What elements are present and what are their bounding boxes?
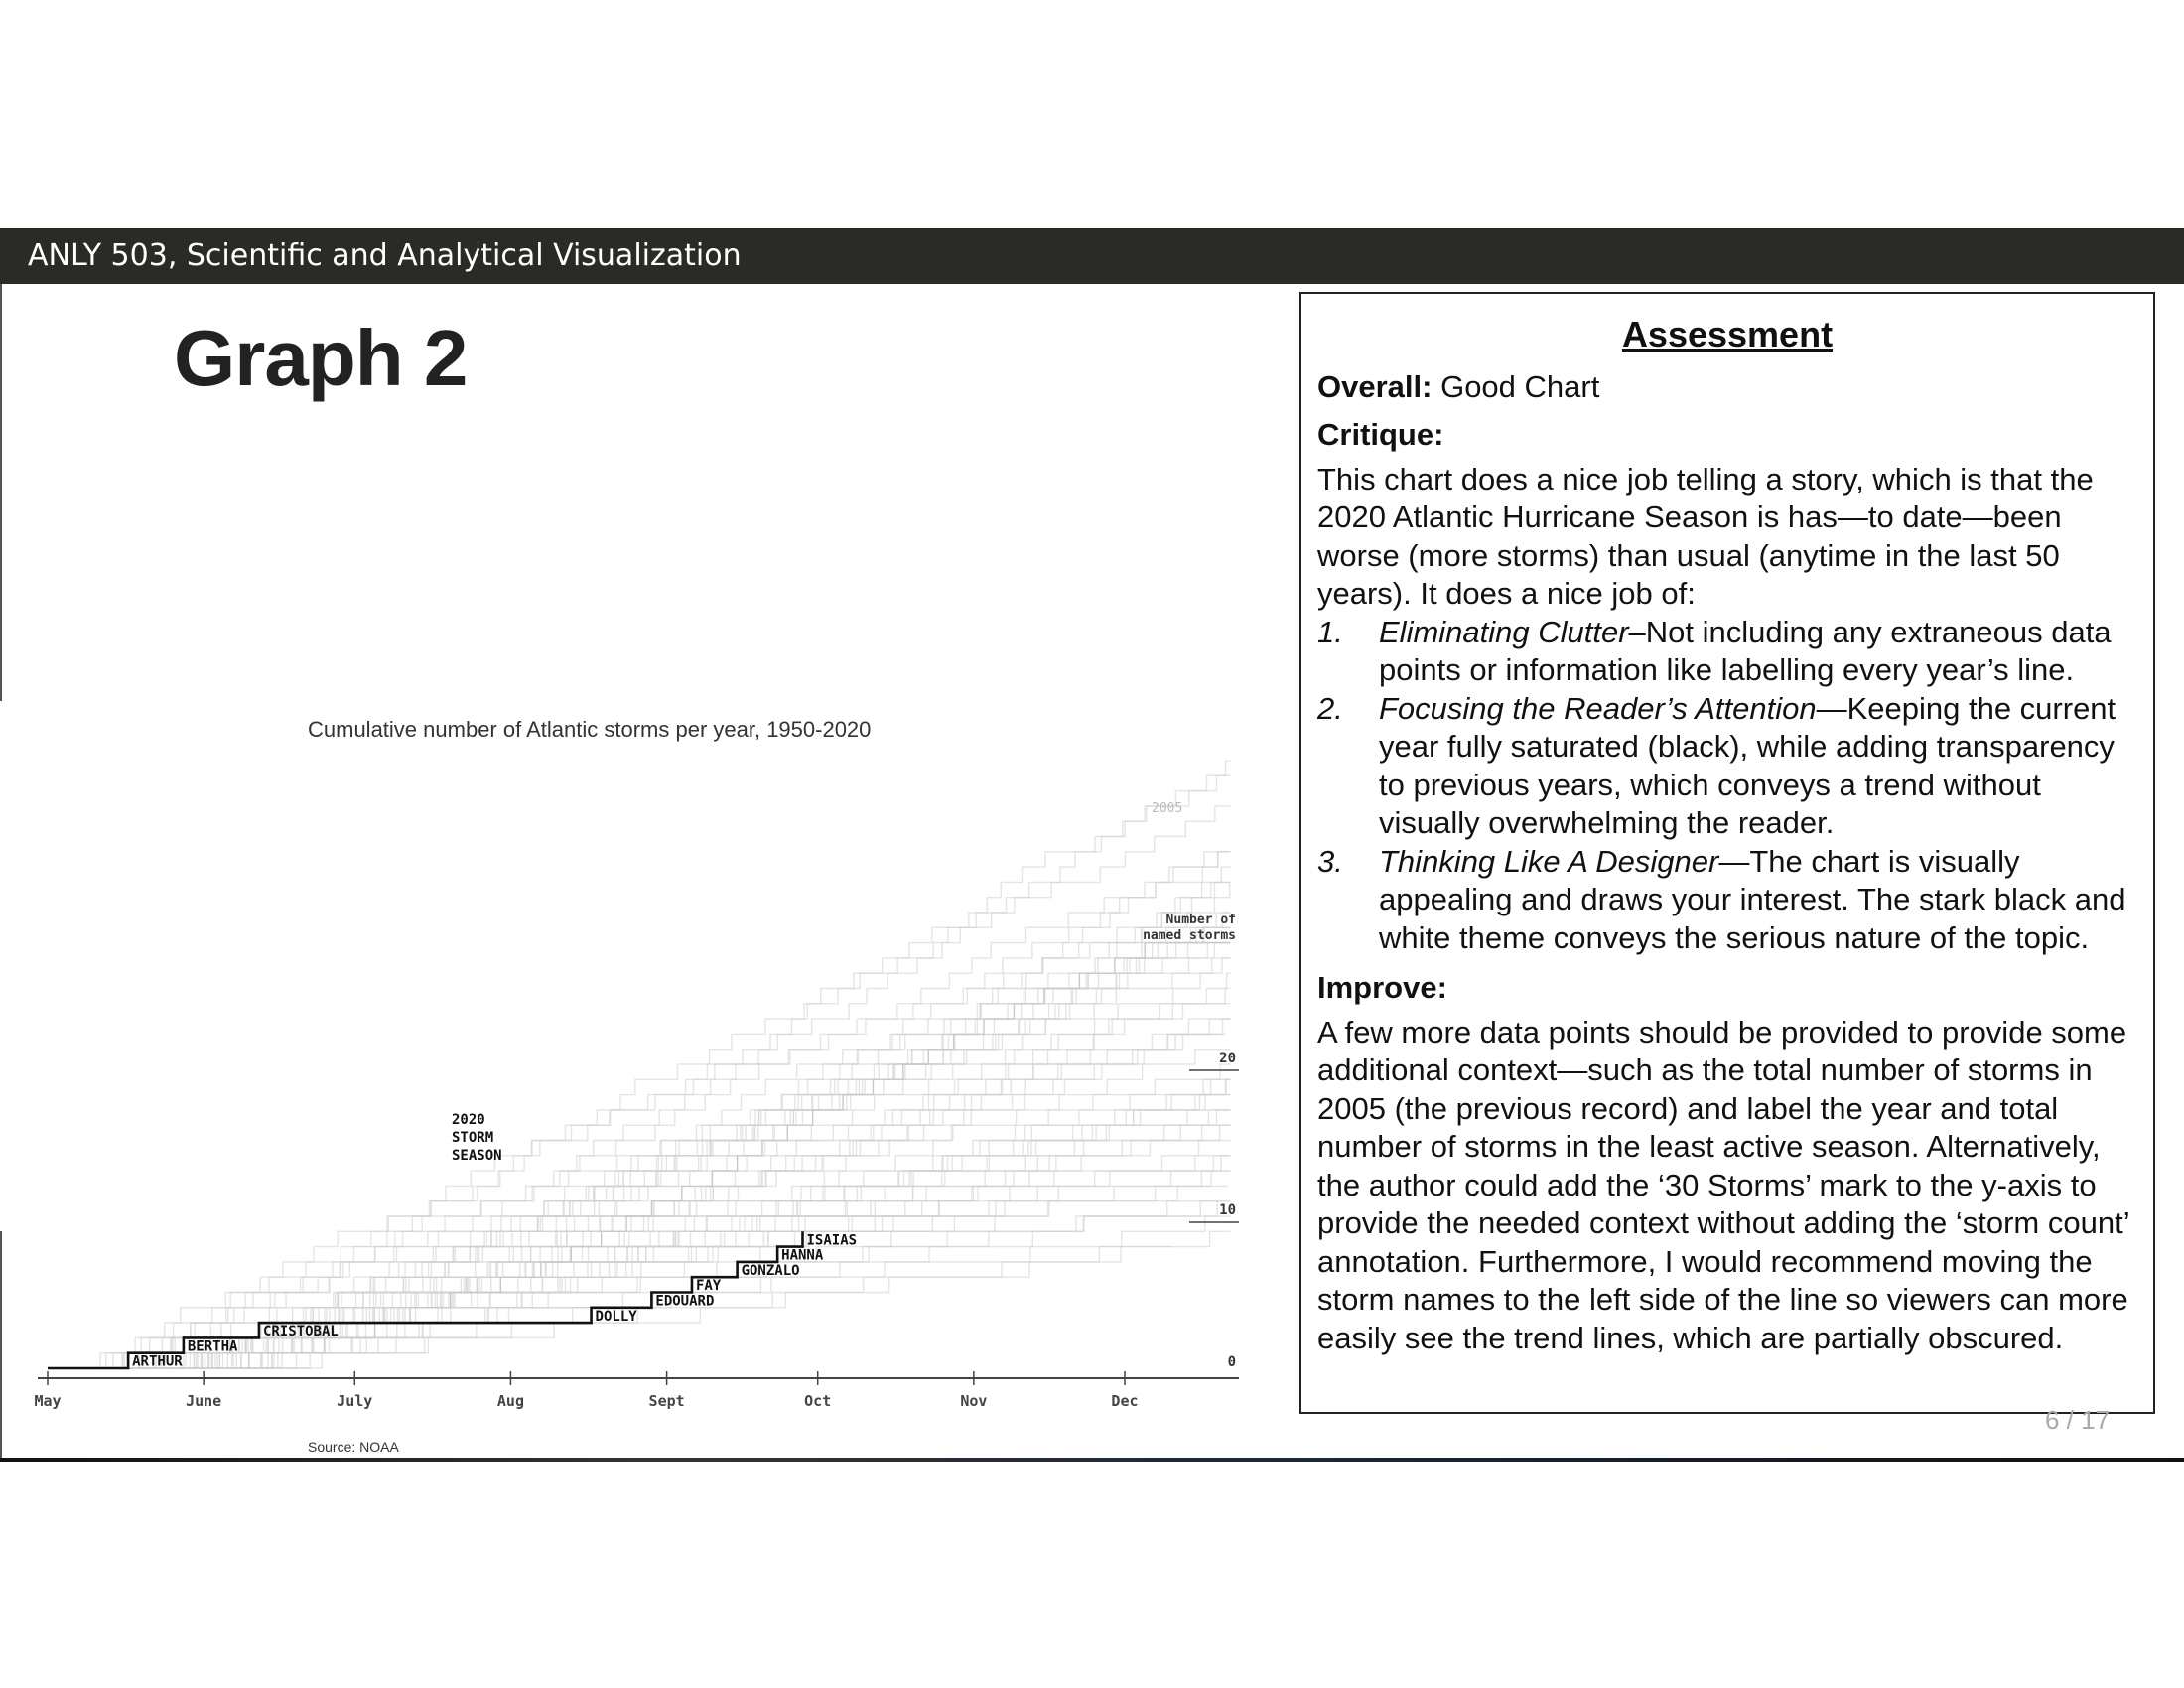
- historical-season-lines: [72, 760, 1231, 1369]
- list-number: 1.: [1317, 614, 1343, 649]
- course-header: ANLY 503, Scientific and Analytical Visu…: [0, 228, 2184, 284]
- historical-season-line: [79, 774, 1231, 1369]
- historical-season-line: [132, 957, 1231, 1369]
- month-label: July: [337, 1392, 372, 1410]
- slide: ANLY 503, Scientific and Analytical Visu…: [0, 228, 2184, 1462]
- historical-season-line: [89, 926, 1231, 1369]
- bottom-rule: [0, 1458, 2184, 1462]
- critique-label: Critique:: [1317, 417, 1444, 452]
- season-label-line: SEASON: [452, 1148, 502, 1164]
- historical-season-line: [173, 1049, 1231, 1369]
- historical-season-line: [236, 1033, 1219, 1369]
- list-item: 2. Focusing the Reader’s Attention—Keepi…: [1317, 690, 2137, 843]
- historical-season-line: [191, 1200, 1231, 1369]
- y-axis: 20 10 0: [1189, 1051, 1239, 1370]
- historical-season-line: [218, 926, 1231, 1369]
- list-item-title: Eliminating Clutter: [1379, 614, 1629, 649]
- historical-season-line: [163, 1033, 1226, 1369]
- historical-season-line: [238, 1109, 1231, 1369]
- historical-season-line: [162, 1018, 1231, 1369]
- historical-season-line: [147, 1018, 1231, 1369]
- list-item-title: Thinking Like A Designer: [1379, 843, 1719, 879]
- month-label: Nov: [960, 1392, 987, 1410]
- historical-season-line: [78, 1185, 1228, 1369]
- storm-label: CRISTOBAL: [263, 1324, 339, 1339]
- chart-title: Cumulative number of Atlantic storms per…: [308, 717, 871, 742]
- list-number: 2.: [1317, 690, 1343, 726]
- historical-season-line: [90, 851, 1231, 1369]
- list-item-text: —The chart is visually appealing and dra…: [1379, 843, 2126, 955]
- historical-season-line: [110, 805, 1231, 1369]
- improve-text: A few more data points should be provide…: [1317, 1014, 2129, 1355]
- storm-label: ISAIAS: [807, 1232, 858, 1248]
- page-number: 6 / 17: [2045, 1405, 2111, 1435]
- storm-chart: Cumulative number of Atlantic storms per…: [34, 717, 1239, 1455]
- highlight-year-label: 2005: [1152, 801, 1182, 816]
- historical-season-line: [188, 926, 1231, 1369]
- storm-label: BERTHA: [188, 1338, 238, 1354]
- historical-season-line: [102, 1139, 1231, 1369]
- month-label: May: [34, 1392, 61, 1410]
- season-2005-line: [248, 941, 1231, 1368]
- historical-season-line: [200, 1200, 1218, 1369]
- y-tick-label: 0: [1228, 1354, 1236, 1370]
- chart-source: Source: NOAA: [308, 1439, 399, 1455]
- assessment-title: Assessment: [1621, 314, 1834, 354]
- overall-row: Overall: Good Chart: [1317, 368, 2137, 407]
- list-item: 3. Thinking Like A Designer—The chart is…: [1317, 843, 2137, 958]
- graph-title: Graph 2: [174, 314, 468, 402]
- overall-value: Good Chart: [1440, 368, 1600, 404]
- historical-season-line: [79, 1109, 1231, 1369]
- y-tick-label: 10: [1219, 1202, 1236, 1218]
- list-number: 3.: [1317, 843, 1343, 879]
- month-label: June: [186, 1392, 221, 1410]
- historical-season-line: [82, 1109, 1231, 1369]
- left-edge-line: [0, 1231, 2, 1460]
- month-label: Oct: [804, 1392, 831, 1410]
- storm-label: GONZALO: [742, 1263, 800, 1279]
- x-axis: May June July Aug Sept Oct Nov Dec: [34, 1371, 1239, 1410]
- historical-season-line: [127, 866, 1231, 1369]
- historical-season-line: [192, 987, 1231, 1369]
- storm-label: HANNA: [781, 1248, 824, 1264]
- storm-label: ARTHUR: [132, 1354, 183, 1370]
- season-label-line: 2020: [452, 1112, 485, 1128]
- month-label: Sept: [649, 1392, 685, 1410]
- list-item-text: —Keeping the current year fully saturate…: [1379, 690, 2116, 841]
- season-2020-step-line: [48, 1231, 804, 1370]
- left-edge-line: [0, 284, 2, 701]
- historical-season-line: [100, 881, 1231, 1369]
- y-axis-title-line: named storms: [1143, 928, 1236, 943]
- overall-label: Overall:: [1317, 368, 1433, 404]
- storm-label: DOLLY: [596, 1309, 638, 1325]
- season-label-line: STORM: [452, 1130, 493, 1146]
- list-item: 1. Eliminating Clutter–Not including any…: [1317, 614, 2137, 690]
- storm-label: FAY: [696, 1278, 722, 1294]
- historical-season-line: [107, 941, 1231, 1369]
- list-item-text: –Not including any extraneous data point…: [1379, 614, 2112, 688]
- storm-label: EDOUARD: [655, 1294, 714, 1310]
- historical-season-line: [157, 1200, 1231, 1369]
- y-axis-title-line: Number of: [1166, 913, 1236, 927]
- historical-season-line: [206, 1230, 1231, 1369]
- month-label: Dec: [1111, 1392, 1138, 1410]
- season-2020-line: [48, 1231, 804, 1370]
- critique-list: 1. Eliminating Clutter–Not including any…: [1317, 614, 2137, 958]
- historical-season-line: [187, 1170, 1231, 1369]
- historical-season-line: [163, 941, 1227, 1369]
- critique-intro: This chart does a nice job telling a sto…: [1317, 461, 2094, 612]
- assessment-panel: Assessment Overall: Good Chart Critique:…: [1299, 292, 2155, 1414]
- list-item-title: Focusing the Reader’s Attention: [1379, 690, 1817, 726]
- improve-label: Improve:: [1317, 970, 1447, 1005]
- month-label: Aug: [497, 1392, 524, 1410]
- y-tick-label: 20: [1219, 1051, 1236, 1066]
